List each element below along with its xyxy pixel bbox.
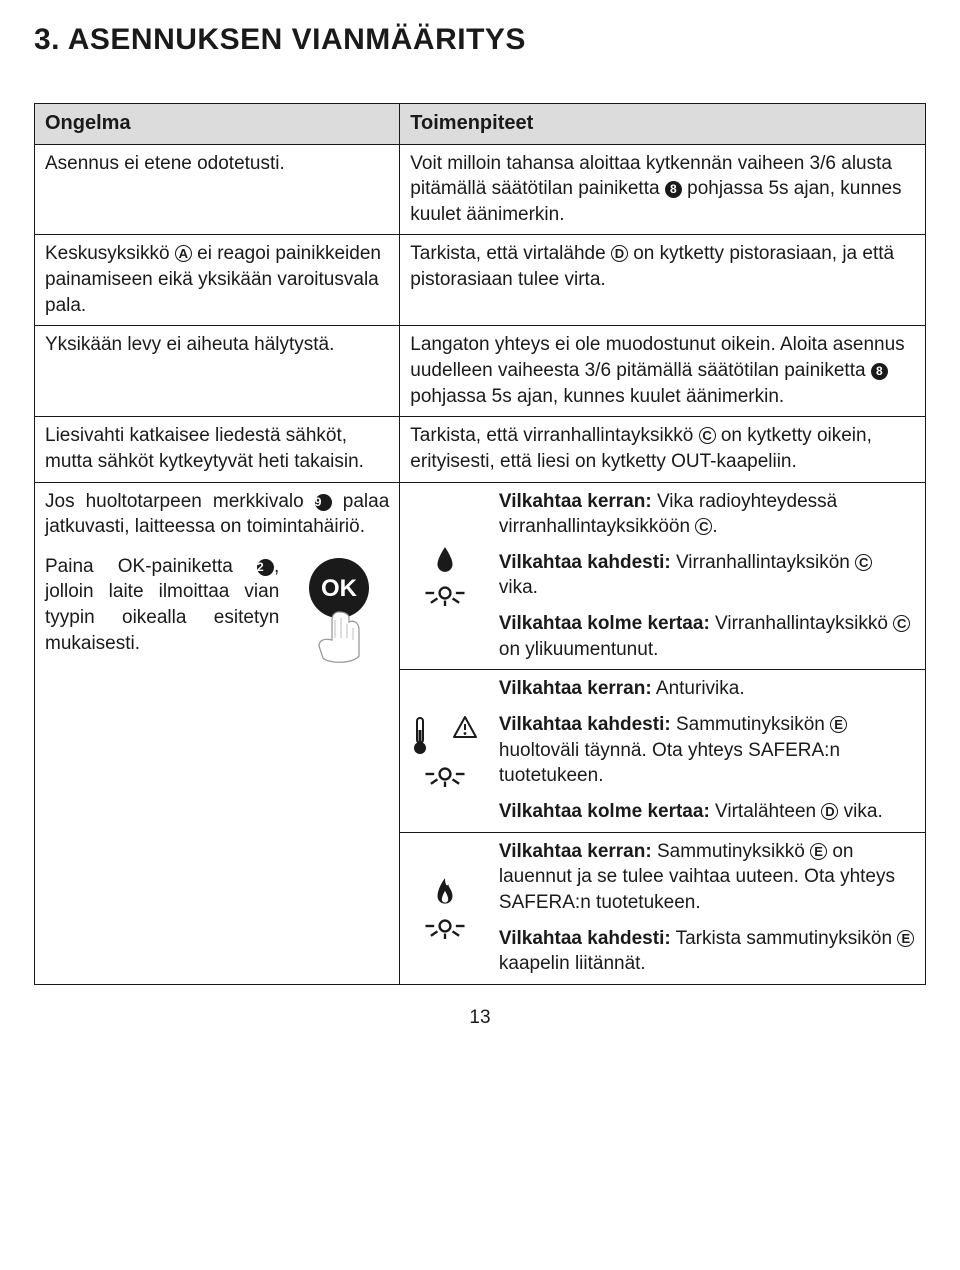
indicator-icon-cell	[400, 482, 489, 670]
action-cell: Langaton yhteys ei ole muodostunut oikei…	[400, 326, 926, 417]
problem-cell: Jos huoltotarpeen merkkivalo 9 palaa jat…	[35, 482, 400, 984]
table-row: Jos huoltotarpeen merkkivalo 9 palaa jat…	[35, 482, 926, 670]
indicator-icon-cell	[400, 832, 489, 984]
unit-ref-icon: C	[855, 554, 872, 571]
table-row: Asennus ei etene odotetusti. Voit milloi…	[35, 144, 926, 235]
table-row: Keskusyksikkö A ei reagoi painikkeiden p…	[35, 235, 926, 326]
problem-cell: Asennus ei etene odotetusti.	[35, 144, 400, 235]
unit-ref-icon: D	[821, 803, 838, 820]
unit-ref-icon: E	[830, 716, 847, 733]
problem-cell: Keskusyksikkö A ei reagoi painikkeiden p…	[35, 235, 400, 326]
unit-ref-icon: E	[897, 930, 914, 947]
led-flash-icon	[423, 580, 467, 606]
action-cell: Vilkahtaa kerran: Anturivika. Vilkahtaa …	[489, 670, 926, 832]
table-header-row: Ongelma Toimenpiteet	[35, 103, 926, 144]
unit-ref-icon: D	[611, 245, 628, 262]
svg-text:OK: OK	[321, 575, 358, 602]
table-row: Yksikään levy ei aiheuta hälytystä. Lang…	[35, 326, 926, 417]
ok-button-press-icon: OK	[289, 554, 389, 664]
unit-ref-icon: C	[695, 518, 712, 535]
button-ref-icon: 2	[257, 559, 274, 576]
water-drop-icon	[434, 546, 456, 574]
unit-ref-icon: C	[893, 615, 910, 632]
action-cell: Vilkahtaa kerran: Vika radioyhteydessä v…	[489, 482, 926, 670]
problem-cell: Liesivahti katkaisee liedestä sähköt, mu…	[35, 417, 400, 482]
indicator-icon-cell	[400, 670, 489, 832]
button-ref-icon: 8	[871, 363, 888, 380]
action-cell: Voit milloin tahansa aloittaa kytkennän …	[400, 144, 926, 235]
unit-ref-icon: C	[699, 427, 716, 444]
action-cell: Vilkahtaa kerran: Sammutinyksikkö E on l…	[489, 832, 926, 984]
unit-ref-icon: E	[810, 843, 827, 860]
table-row: Liesivahti katkaisee liedestä sähköt, mu…	[35, 417, 926, 482]
action-cell: Tarkista, että virtalähde D on kytketty …	[400, 235, 926, 326]
action-cell: Tarkista, että virranhallintayksikkö C o…	[400, 417, 926, 482]
flame-icon	[433, 877, 457, 909]
warning-triangle-icon	[452, 715, 478, 739]
thermometer-icon	[411, 715, 429, 757]
problem-cell: Yksikään levy ei aiheuta hälytystä.	[35, 326, 400, 417]
section-heading: 3. ASENNUKSEN VIANMÄÄRITYS	[34, 20, 926, 61]
header-action: Toimenpiteet	[400, 103, 926, 144]
page-number: 13	[34, 1005, 926, 1031]
troubleshooting-table: Ongelma Toimenpiteet Asennus ei etene od…	[34, 103, 926, 985]
unit-ref-icon: A	[175, 245, 192, 262]
led-flash-icon	[423, 761, 467, 787]
header-problem: Ongelma	[35, 103, 400, 144]
button-ref-icon: 9	[315, 494, 332, 511]
button-ref-icon: 8	[665, 181, 682, 198]
led-flash-icon	[423, 913, 467, 939]
